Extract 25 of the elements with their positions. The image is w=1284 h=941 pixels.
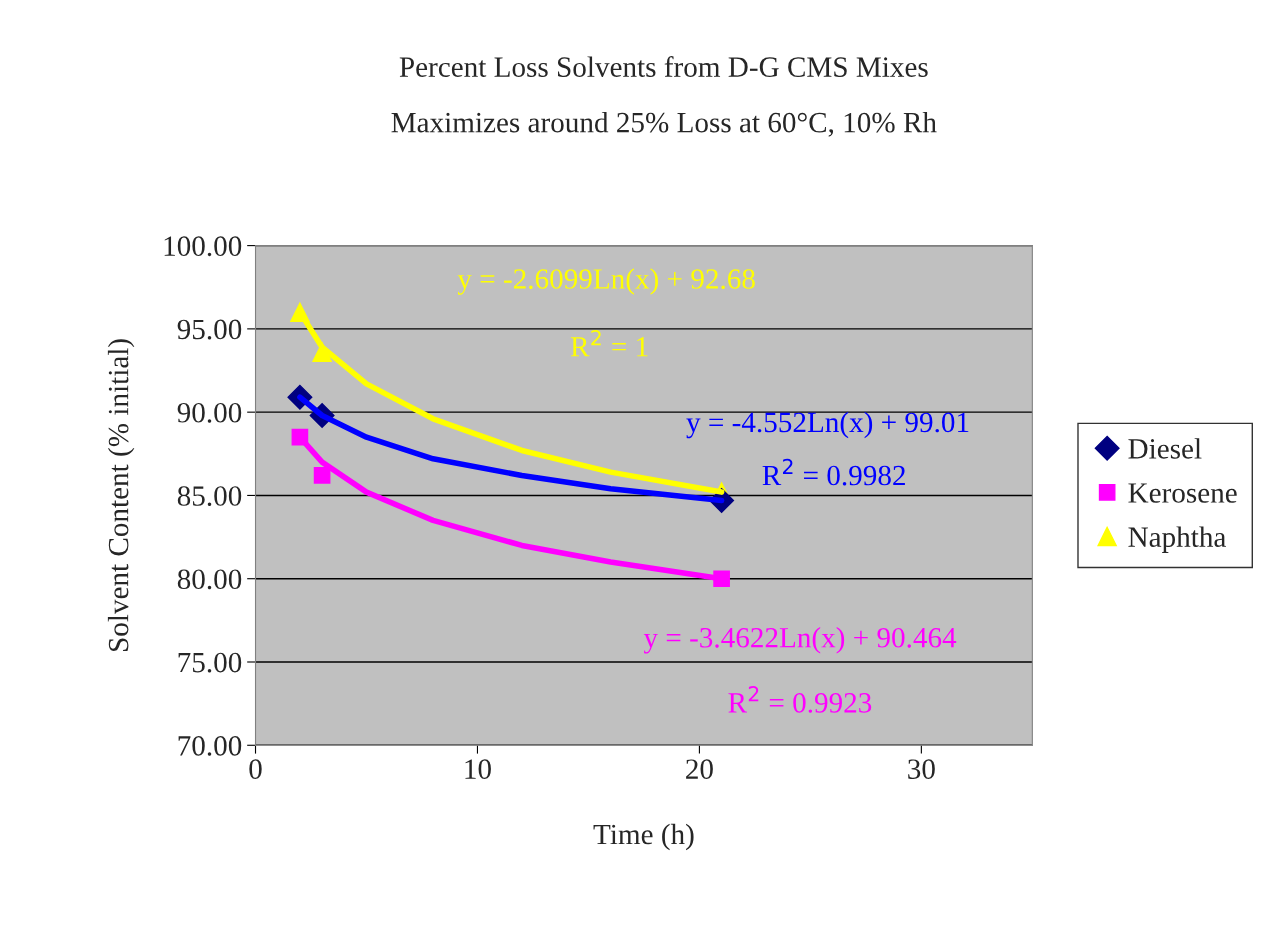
x-tick-label: 0 [249, 759, 262, 779]
annotation: y = -3.4622Ln(x) + 90.464 [643, 627, 957, 654]
y-tick-label: 80.00 [177, 569, 242, 590]
annotation: R$^{2}$ = 0.9982 [762, 458, 905, 486]
annotation: R$^{2}$ = 0.9923 [728, 686, 872, 713]
y-axis-title: Solvent Content (% initial) [107, 339, 135, 652]
x-tick-label: 10 [465, 759, 491, 779]
y-tick-label: 95.00 [177, 319, 242, 340]
y-tick-label: 85.00 [177, 486, 242, 506]
y-tick-label: 90.00 [177, 402, 242, 423]
x-tick-label: 30 [908, 759, 935, 779]
x-axis-title: Time (h) [593, 823, 694, 851]
annotation: y = -2.6099Ln(x) + 92.68 [457, 268, 755, 295]
legend-label: Kerosene [1128, 483, 1237, 503]
y-tick-label: 75.00 [178, 652, 242, 673]
legend-label: Diesel [1128, 438, 1202, 459]
annotation: y = -4.552Ln(x) + 99.01 [686, 411, 969, 439]
chart-subtitle: Maximizes around 25% Loss at 60°C, 10% Rh [391, 111, 937, 137]
legend-label: Naphtha [1128, 526, 1226, 553]
chart-title: Percent Loss Solvents from D-G CMS Mixes [399, 56, 928, 77]
annotation: R$^{2}$ = 1 [570, 330, 648, 357]
x-tick-label: 20 [686, 759, 713, 779]
y-tick-label: 70.00 [178, 736, 242, 756]
point [313, 467, 331, 484]
y-tick-label: 100.00 [164, 236, 242, 257]
